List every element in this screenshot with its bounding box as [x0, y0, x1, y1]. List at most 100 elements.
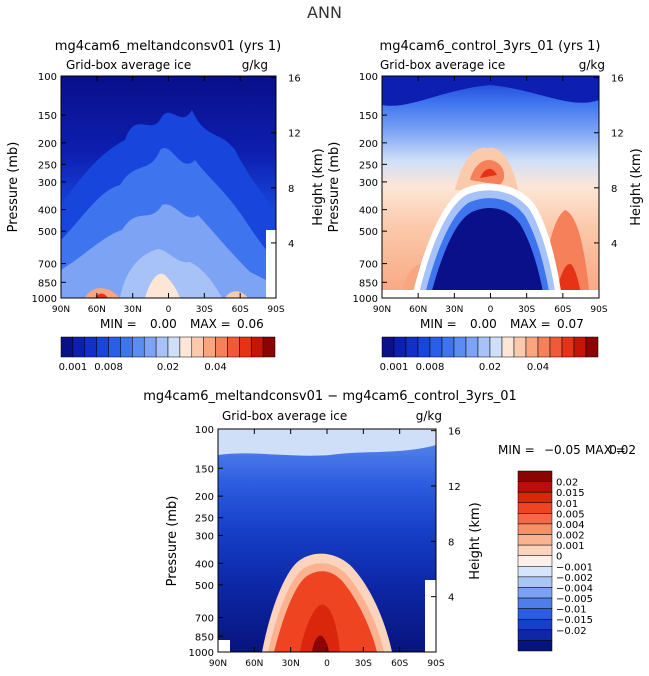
panel-1-ylabel-right: Height (km): [311, 148, 326, 225]
y-tick-label: 850: [38, 278, 57, 289]
colorbar-swatch: [250, 336, 264, 358]
colorbar-label: 0.008: [94, 362, 123, 373]
colorbar-swatch: [517, 513, 553, 525]
panel-2-min-label: MIN =: [420, 317, 457, 331]
x-tick-label: 90N: [209, 659, 227, 669]
y-tick-label: 850: [359, 278, 378, 289]
y-tick-label: 100: [38, 72, 57, 83]
panel-3-field: [218, 429, 436, 652]
x-tick-label: 90N: [373, 305, 391, 315]
panel-3-axes: 90N 60N 30N 0 30S 60S 90S 100 150 200 250 300 400 500…: [189, 425, 461, 669]
colorbar-swatch: [517, 555, 553, 567]
y-tick-label: 1000: [32, 294, 57, 305]
y-tick-label: 300: [359, 178, 378, 189]
height-tick-label: 8: [448, 537, 454, 548]
colorbar-label: −0.002: [556, 573, 593, 584]
colorbar-label: 0.001: [59, 362, 88, 373]
colorbar-swatch: [517, 608, 553, 620]
colorbar-swatch: [517, 534, 553, 546]
y-tick-label: 200: [195, 492, 214, 503]
panel-2-subtitle: Grid-box average ice: [380, 58, 505, 72]
colorbar-swatch: [179, 336, 193, 358]
x-tick-label: 30S: [355, 659, 372, 669]
y-tick-label: 500: [195, 581, 214, 592]
colorbar-swatch: [517, 618, 553, 631]
y-tick-label: 700: [38, 260, 57, 271]
colorbar-swatch: [517, 491, 553, 504]
x-tick-label: 60S: [554, 305, 571, 315]
panel-1-ylabel: Pressure (mb): [6, 142, 21, 233]
colorbar-swatch: [120, 336, 133, 358]
colorbar-swatch: [429, 336, 443, 358]
colorbar-swatch: [517, 597, 553, 609]
colorbar-swatch: [517, 502, 553, 514]
height-tick-label: 16: [611, 74, 624, 85]
panel-1-min-label: MIN =: [100, 317, 137, 331]
panel-2: mg4cam6_control_3yrs_01 (yrs 1) Grid-box…: [327, 39, 644, 373]
height-tick-label: 4: [448, 593, 454, 604]
y-tick-label: 100: [195, 425, 214, 436]
x-tick-label: 60S: [232, 305, 249, 315]
panel-3-min-label: MIN =: [498, 443, 535, 457]
panel-1-title: mg4cam6_meltandconsv01 (yrs 1): [55, 39, 281, 54]
colorbar-swatch: [96, 336, 109, 358]
colorbar-swatch: [517, 566, 553, 578]
colorbar-swatch: [227, 336, 240, 358]
panel-2-max-label: MAX =: [510, 317, 551, 331]
height-tick-label: 4: [611, 239, 617, 250]
colorbar-label: 0: [556, 552, 562, 563]
panel-1-colorbar: 0.001 0.008 0.02 0.04: [59, 336, 276, 373]
y-tick-label: 150: [195, 464, 214, 475]
y-tick-label: 500: [359, 227, 378, 238]
x-tick-label: 90S: [590, 305, 607, 315]
colorbar-swatch: [441, 336, 455, 358]
x-tick-label: 30N: [124, 305, 142, 315]
colorbar-swatch: [417, 336, 431, 358]
colorbar-swatch: [453, 336, 467, 358]
x-tick-label: 60N: [409, 305, 427, 315]
x-tick-label: 0: [324, 659, 330, 669]
panel-2-colorbar: 0.001 0.008 0.02 0.04: [380, 336, 599, 373]
colorbar-swatch: [561, 336, 575, 358]
colorbar-label: −0.01: [556, 605, 587, 616]
panel-3-max-label: MAX =: [585, 443, 626, 457]
figure-title: ANN: [307, 3, 342, 22]
y-tick-label: 400: [195, 559, 214, 570]
colorbar-swatch: [155, 336, 169, 358]
colorbar-label: 0.005: [556, 509, 585, 520]
panel-1-min-value: 0.00: [150, 317, 177, 331]
colorbar-swatch: [573, 336, 587, 358]
x-tick-label: 30N: [282, 659, 300, 669]
panel-3-colorbar: 0.020.0150.010.0050.0040.0020.0010−0.001…: [517, 470, 593, 652]
panel-2-min-value: 0.00: [470, 317, 497, 331]
colorbar-swatch: [262, 336, 276, 358]
colorbar-label: 0.008: [416, 362, 445, 373]
colorbar-label: 0.02: [157, 362, 179, 373]
colorbar-swatch: [465, 336, 479, 358]
colorbar-swatch: [393, 336, 407, 358]
x-tick-label: 60N: [245, 659, 263, 669]
panel-2-ylabel-right: Height (km): [629, 148, 644, 225]
panel-2-units: g/kg: [579, 58, 605, 72]
colorbar-swatch: [167, 336, 181, 358]
panel-3: mg4cam6_meltandconsv01 − mg4cam6_control…: [143, 389, 636, 669]
colorbar-swatch: [517, 587, 553, 599]
colorbar-label: −0.015: [556, 615, 593, 626]
colorbar-swatch: [132, 336, 145, 358]
colorbar-label: −0.005: [556, 594, 593, 605]
x-tick-label: 90S: [427, 659, 444, 669]
colorbar-swatch: [585, 336, 599, 358]
y-tick-label: 250: [359, 160, 378, 171]
panel-3-title: mg4cam6_meltandconsv01 − mg4cam6_control…: [143, 389, 517, 404]
colorbar-label: −0.004: [556, 583, 593, 594]
panel-2-ylabel: Pressure (mb): [327, 142, 342, 233]
height-tick-label: 8: [611, 184, 617, 195]
y-tick-label: 200: [38, 139, 57, 150]
y-tick-label: 200: [359, 139, 378, 150]
x-tick-label: 30N: [445, 305, 463, 315]
panel-2-max-value: 0.07: [557, 317, 584, 331]
colorbar-swatch: [60, 336, 74, 358]
height-tick-label: 12: [448, 482, 461, 493]
colorbar-swatch: [517, 470, 553, 482]
colorbar-swatch: [489, 336, 503, 358]
